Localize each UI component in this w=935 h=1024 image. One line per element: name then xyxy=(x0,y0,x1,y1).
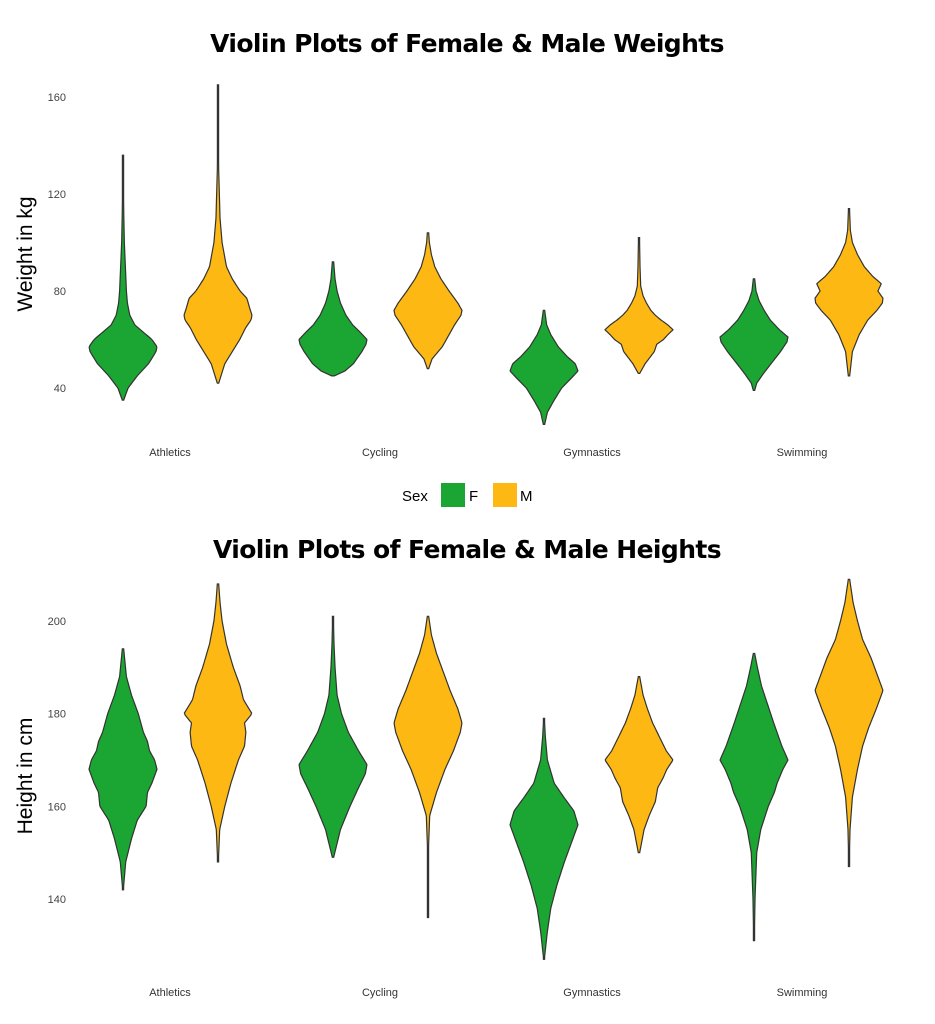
y-tick-label: 180 xyxy=(48,709,66,721)
heights-y-axis-label: Height in cm xyxy=(14,718,37,835)
y-tick-label: 40 xyxy=(54,383,66,395)
x-tick-label-swimming: Swimming xyxy=(777,447,828,459)
y-tick-label: 160 xyxy=(48,92,66,104)
heights-violins xyxy=(88,578,884,960)
x-tick-label-gymnastics: Gymnastics xyxy=(563,447,621,459)
legend-label-male: M xyxy=(520,488,533,505)
weights-x-tick-labels: Athletics Cycling Gymnastics Swimming xyxy=(149,447,827,459)
heights-x-tick-labels: Athletics Cycling Gymnastics Swimming xyxy=(149,987,827,999)
violin-gymnastics-f xyxy=(509,717,579,960)
x-tick-label-cycling: Cycling xyxy=(362,447,398,459)
weights-chart: Violin Plots of Female & Male Weights We… xyxy=(14,29,884,459)
violin-cycling-f xyxy=(298,261,368,377)
violin-gymnastics-m xyxy=(604,237,674,375)
weights-chart-title: Violin Plots of Female & Male Weights xyxy=(210,29,724,58)
violin-athletics-m xyxy=(183,84,253,384)
legend-title: Sex xyxy=(402,488,428,505)
heights-y-ticks: 140 160 180 200 xyxy=(48,616,66,906)
x-tick-label-athletics: Athletics xyxy=(149,447,191,459)
violin-cycling-m xyxy=(393,615,463,919)
violin-gymnastics-m xyxy=(604,676,674,854)
x-tick-label-cycling: Cycling xyxy=(362,987,398,999)
weights-y-axis-label: Weight in kg xyxy=(14,196,37,311)
violin-athletics-f xyxy=(88,154,158,401)
violin-athletics-m xyxy=(183,583,253,863)
violin-swimming-m xyxy=(814,578,884,868)
x-tick-label-gymnastics: Gymnastics xyxy=(563,987,621,999)
y-tick-label: 200 xyxy=(48,616,66,628)
violin-cycling-m xyxy=(393,232,463,370)
weights-violins xyxy=(88,84,884,425)
y-tick-label: 120 xyxy=(48,189,66,201)
weights-y-ticks: 40 80 120 160 xyxy=(48,92,66,395)
violin-swimming-m xyxy=(814,207,884,377)
violin-swimming-f xyxy=(719,278,789,392)
legend-swatch-male xyxy=(493,483,517,507)
legend-swatch-female xyxy=(441,483,465,507)
y-tick-label: 160 xyxy=(48,801,66,813)
x-tick-label-swimming: Swimming xyxy=(777,987,828,999)
violin-swimming-f xyxy=(719,652,789,942)
violin-cycling-f xyxy=(298,615,368,858)
heights-chart-title: Violin Plots of Female & Male Heights xyxy=(213,535,721,564)
heights-chart: Violin Plots of Female & Male Heights He… xyxy=(14,535,884,999)
y-tick-label: 80 xyxy=(54,286,66,298)
y-tick-label: 140 xyxy=(48,894,66,906)
legend-label-female: F xyxy=(469,488,478,505)
violin-gymnastics-f xyxy=(509,309,579,425)
violin-athletics-f xyxy=(88,648,158,891)
x-tick-label-athletics: Athletics xyxy=(149,987,191,999)
legend: Sex F M xyxy=(402,483,533,507)
